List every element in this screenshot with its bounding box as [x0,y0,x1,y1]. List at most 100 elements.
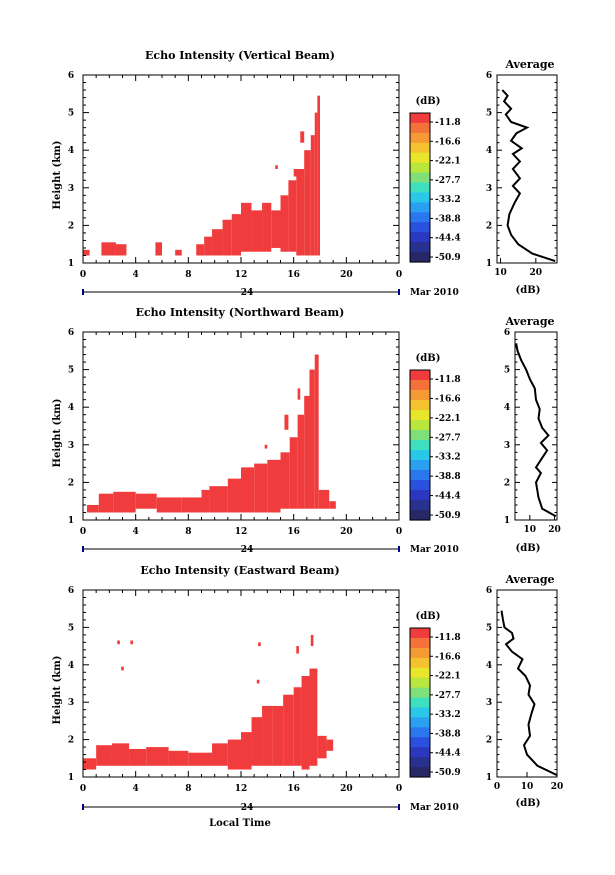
echo-cell [113,491,136,513]
echo-cell [301,676,310,770]
avg-frame [496,589,558,778]
echo-cell [83,758,97,770]
colorbar-swatch [410,490,430,501]
colorbar-swatch [410,212,430,223]
echo-cell [314,354,319,509]
colorbar-swatch [410,657,430,669]
avg-frame [514,331,558,521]
echo-cell [212,229,223,256]
echo-cell [293,687,302,766]
colorbar-label: -50.9 [435,768,461,778]
colorbar-label: -33.2 [435,453,461,463]
x-tick-label: 0 [80,270,86,280]
colorbar-swatch [410,697,430,709]
colorbar-swatch [410,500,430,511]
x-tick-label: 0 [396,270,402,280]
avg-y-tick-label: 6 [486,586,492,596]
echo-cell [98,493,114,513]
x-tick-label: 12 [235,527,248,537]
echo-cell [135,493,157,509]
echo-cell [293,169,298,177]
echo-cell [209,486,228,513]
avg-x-label: (dB) [516,285,541,296]
colorbar-label: -50.9 [435,253,461,263]
echo-cell [280,195,289,252]
y-tick-label: 2 [68,221,74,231]
echo-cell [231,214,241,256]
x-tick-label: 16 [287,270,300,280]
avg-y-tick-label: 1 [486,773,492,783]
date-month: Mar 2010 [410,288,459,298]
colorbar-swatch [410,667,430,679]
eastward-beam-panel: Echo Intensity (Eastward Beam) Average H… [52,564,563,829]
colorbar-swatch [410,480,430,491]
avg-x-label: (dB) [516,798,541,809]
avg-y-tick-label: 4 [504,403,510,413]
colorbar-label: -38.8 [435,729,461,739]
echo-cell [310,634,314,647]
colorbar-label: -33.2 [435,710,461,720]
echo-cell [314,112,318,256]
echo-cell [227,478,241,513]
vertical-beam-panel: Echo Intensity (Vertical Beam) Average H… [52,49,558,298]
echo-cell [304,395,310,509]
colorbar-swatch [410,132,430,144]
colorbar-label: -11.8 [435,118,461,128]
colorbar-swatch [410,410,430,421]
y-tick-label: 2 [68,478,74,488]
echo-cell [318,489,330,509]
avg-y-tick-label: 3 [486,184,492,194]
y-axis-label: Height (km) [52,141,63,210]
echo-cell [196,244,205,256]
colorbar-swatch [410,430,430,441]
echo-cell [111,743,130,766]
echo-cell [156,497,182,513]
y-tick-label: 6 [68,71,74,81]
y-tick-label: 6 [68,586,74,596]
avg-y-tick-label: 5 [504,366,510,376]
echo-cell [256,679,260,684]
avg-profile-line [500,610,558,777]
avg-x-tick-label: 20 [548,525,561,535]
colorbar-swatch [410,707,430,718]
colorbar-label: -27.7 [435,433,461,443]
colorbar-label: -44.4 [435,749,461,759]
panel-title: Echo Intensity (Vertical Beam) [145,49,335,62]
y-tick-label: 3 [68,698,74,708]
y-tick-label: 5 [68,623,74,633]
echo-cell [241,467,255,513]
colorbar-swatch [410,440,430,451]
colorbar-swatch [410,510,430,521]
colorbar-label: -16.6 [435,137,461,147]
x-tick-label: 8 [185,784,191,794]
echo-cell [96,745,112,766]
echo-cell [267,459,281,513]
colorbar-swatch [410,192,430,203]
colorbar-frame [409,112,431,263]
y-tick-label: 1 [68,773,74,783]
colorbar-swatch [410,677,430,689]
colorbar-label: -27.7 [435,691,461,701]
colorbar-swatch [410,470,430,481]
x-tick-label: 0 [396,527,402,537]
echo-cell [146,747,169,766]
colorbar-label: -27.7 [435,176,461,186]
colorbar-label: -22.1 [435,157,461,167]
y-tick-label: 2 [68,736,74,746]
y-tick-label: 6 [68,328,74,338]
panel-title: Echo Intensity (Northward Beam) [136,306,345,319]
x-tick-label: 12 [235,784,248,794]
y-tick-label: 1 [68,516,74,526]
date-day: 24 [241,288,254,298]
echo-cell [329,501,336,509]
echo-cell [86,504,99,513]
echo-cell [155,242,162,256]
echo-cell [288,180,297,252]
avg-frame [496,74,558,264]
date-month: Mar 2010 [410,803,459,813]
echo-cell [271,210,281,248]
echo-cell [241,202,252,252]
avg-title: Average [504,315,554,328]
colorbar-label: -11.8 [435,375,461,385]
y-tick-label: 5 [68,366,74,376]
